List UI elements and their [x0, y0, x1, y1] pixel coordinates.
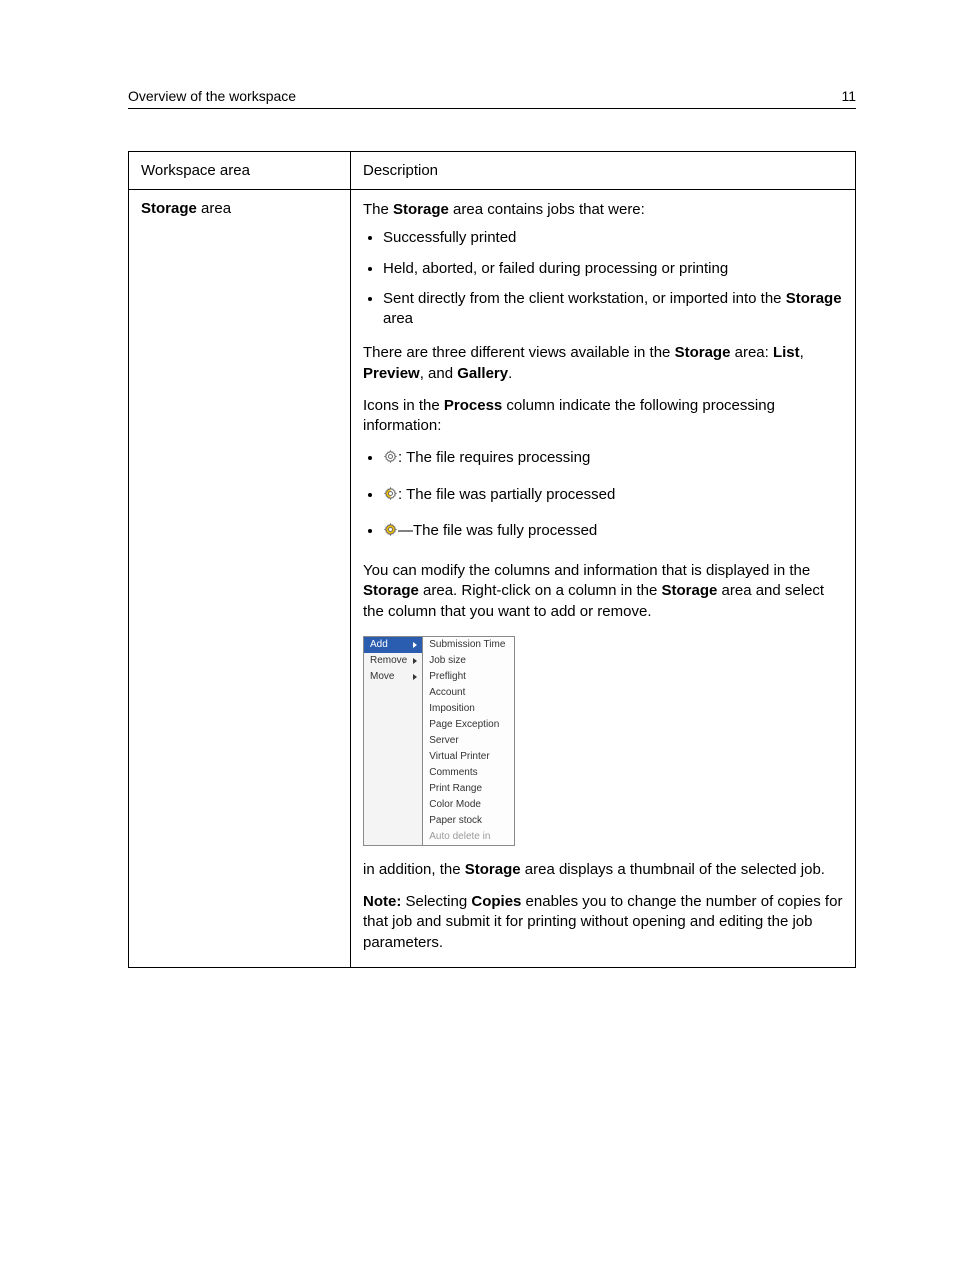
menu-item-move[interactable]: Move	[364, 669, 422, 685]
context-menu-left: Add Remove Move	[363, 636, 423, 846]
icons-intro: Icons in the Process column indicate the…	[363, 396, 843, 437]
list-item: Held, aborted, or failed during processi…	[383, 259, 843, 279]
menu-item-remove[interactable]: Remove	[364, 653, 422, 669]
list-item: : The file was partially processed	[383, 485, 843, 507]
menu-item-add[interactable]: Add	[364, 637, 422, 653]
t: Storage	[363, 582, 419, 599]
t: : The file requires processing	[398, 449, 590, 466]
t: Copies	[471, 893, 521, 910]
submenu-item[interactable]: Server	[423, 733, 514, 749]
context-menu-figure: Add Remove Move Submission Time	[363, 634, 843, 846]
t: Storage	[675, 344, 731, 361]
t: Icons in the	[363, 397, 444, 414]
t: area contains jobs that were:	[449, 201, 645, 218]
t: Storage	[661, 582, 717, 599]
views-line: There are three different views availabl…	[363, 343, 843, 384]
submenu-item[interactable]: Job size	[423, 653, 514, 669]
col-header-desc: Description	[351, 152, 856, 190]
t: Process	[444, 397, 502, 414]
t: area. Right-click on a column in the	[419, 582, 662, 599]
gear-full-icon	[383, 522, 398, 543]
list-item: Successfully printed	[383, 228, 843, 248]
chevron-right-icon	[413, 642, 417, 648]
t: Note:	[363, 893, 401, 910]
submenu-item[interactable]: Print Range	[423, 781, 514, 797]
intro-line: The Storage area contains jobs that were…	[363, 200, 843, 220]
note-line: Note: Selecting Copies enables you to ch…	[363, 892, 843, 953]
area-name-bold: Storage	[141, 200, 197, 217]
area-name-rest: area	[197, 200, 231, 217]
t: .	[508, 365, 512, 382]
header-title: Overview of the workspace	[128, 88, 296, 104]
submenu-item[interactable]: Imposition	[423, 701, 514, 717]
gear-half-icon	[383, 486, 398, 507]
t: Selecting	[401, 893, 471, 910]
submenu-item[interactable]: Submission Time	[423, 637, 514, 653]
modify-columns-text: You can modify the columns and informati…	[363, 561, 843, 622]
submenu-item[interactable]: Page Exception	[423, 717, 514, 733]
status-list: Successfully printed Held, aborted, or f…	[363, 228, 843, 329]
t: The	[363, 201, 393, 218]
list-item: —The file was fully processed	[383, 521, 843, 543]
submenu-item[interactable]: Comments	[423, 765, 514, 781]
chevron-right-icon	[413, 658, 417, 664]
addition-line: in addition, the Storage area displays a…	[363, 860, 843, 880]
t: Storage	[465, 861, 521, 878]
workspace-table: Workspace area Description Storage area …	[128, 151, 856, 968]
t: Sent directly from the client workstatio…	[383, 290, 786, 307]
cell-area: Storage area	[129, 190, 351, 968]
submenu-item[interactable]: Virtual Printer	[423, 749, 514, 765]
t: You can modify the columns and informati…	[363, 562, 810, 579]
t: ,	[800, 344, 804, 361]
t: area displays a thumbnail of the selecte…	[521, 861, 825, 878]
icon-legend-list: : The file requires processing	[363, 448, 843, 543]
t: —The file was fully processed	[398, 522, 597, 539]
running-header: Overview of the workspace 11	[128, 88, 856, 109]
t: Move	[370, 672, 394, 682]
t: in addition, the	[363, 861, 465, 878]
t: There are three different views availabl…	[363, 344, 675, 361]
t: Gallery	[457, 365, 508, 382]
t: , and	[420, 365, 458, 382]
list-item: : The file requires processing	[383, 448, 843, 470]
gear-empty-icon	[383, 449, 398, 470]
t: : The file was partially processed	[398, 486, 615, 503]
t: Preview	[363, 365, 420, 382]
submenu-item-disabled: Auto delete in	[423, 829, 514, 845]
t: List	[773, 344, 800, 361]
context-submenu: Submission Time Job size Preflight Accou…	[423, 636, 515, 846]
t: area:	[730, 344, 773, 361]
t: Storage	[786, 290, 842, 307]
submenu-item[interactable]: Account	[423, 685, 514, 701]
submenu-item[interactable]: Paper stock	[423, 813, 514, 829]
cell-description: The Storage area contains jobs that were…	[351, 190, 856, 968]
submenu-item[interactable]: Color Mode	[423, 797, 514, 813]
t: Remove	[370, 656, 407, 666]
chevron-right-icon	[413, 674, 417, 680]
page-number: 11	[841, 88, 856, 104]
submenu-item[interactable]: Preflight	[423, 669, 514, 685]
list-item: Sent directly from the client workstatio…	[383, 289, 843, 330]
t: Add	[370, 640, 388, 650]
col-header-area: Workspace area	[129, 152, 351, 190]
t: Storage	[393, 201, 449, 218]
t: area	[383, 310, 413, 327]
